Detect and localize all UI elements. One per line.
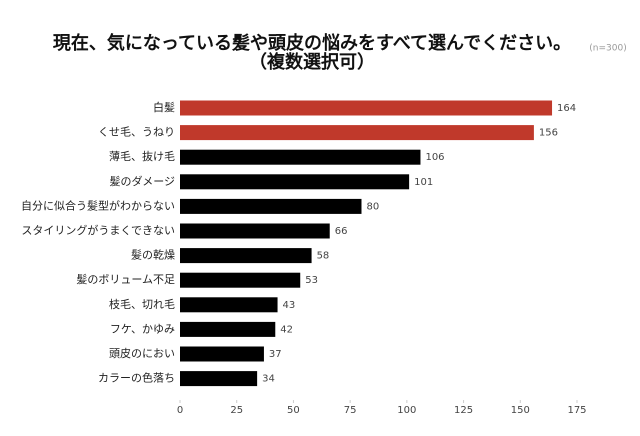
sample-note: (n=300) bbox=[589, 44, 626, 54]
bar bbox=[180, 272, 301, 288]
x-tick-label: 175 bbox=[567, 405, 586, 416]
x-tick-label: 150 bbox=[511, 405, 530, 416]
value-label: 43 bbox=[283, 300, 296, 311]
y-tick-label: 髪のボリューム不足 bbox=[76, 272, 175, 286]
y-tick-label: くせ毛、うねり bbox=[98, 126, 175, 139]
value-label: 101 bbox=[414, 177, 433, 188]
bar bbox=[180, 174, 410, 190]
value-label: 156 bbox=[539, 128, 558, 139]
x-tick-label: 0 bbox=[177, 405, 183, 416]
y-tick-label: 髪のダメージ bbox=[110, 174, 175, 188]
value-label: 53 bbox=[305, 275, 318, 286]
x-tick-label: 50 bbox=[287, 405, 300, 416]
y-tick-label: 枝毛、切れ毛 bbox=[109, 297, 175, 311]
chart-subtitle: （複数選択可） bbox=[249, 51, 375, 73]
value-label: 164 bbox=[557, 103, 576, 114]
value-label: 58 bbox=[317, 251, 330, 262]
bar bbox=[180, 321, 276, 337]
chart-title: 現在、気になっている髪や頭皮の悩みをすべて選んでください。 bbox=[53, 32, 571, 54]
y-tick-label: 薄毛、抜け毛 bbox=[109, 149, 175, 163]
bar bbox=[180, 346, 264, 362]
bar bbox=[180, 371, 258, 387]
y-tick-label: フケ、かゆみ bbox=[110, 322, 175, 335]
bar bbox=[180, 297, 278, 313]
y-tick-label: 頭皮のにおい bbox=[109, 347, 175, 360]
y-tick-label: 髪の乾燥 bbox=[131, 248, 175, 262]
bar bbox=[180, 125, 534, 141]
y-tick-label: カラーの色落ち bbox=[98, 371, 175, 385]
value-label: 66 bbox=[335, 226, 348, 237]
bar bbox=[180, 248, 312, 264]
y-tick-label: 自分に似合う髪型がわからない bbox=[21, 198, 175, 212]
value-label: 34 bbox=[262, 374, 275, 385]
bar bbox=[180, 198, 362, 214]
value-label: 42 bbox=[280, 324, 293, 335]
x-tick-label: 125 bbox=[454, 405, 473, 416]
value-label: 106 bbox=[425, 152, 444, 163]
x-tick-label: 75 bbox=[344, 405, 357, 416]
value-label: 37 bbox=[269, 349, 282, 360]
bar bbox=[180, 223, 330, 239]
bar bbox=[180, 149, 421, 165]
y-tick-label: スタイリングがうまくできない bbox=[21, 223, 175, 237]
y-tick-label: 白髪 bbox=[153, 100, 175, 114]
value-label: 80 bbox=[366, 201, 379, 212]
bar bbox=[180, 100, 553, 116]
x-tick-label: 25 bbox=[230, 405, 243, 416]
x-tick-label: 100 bbox=[397, 405, 416, 416]
